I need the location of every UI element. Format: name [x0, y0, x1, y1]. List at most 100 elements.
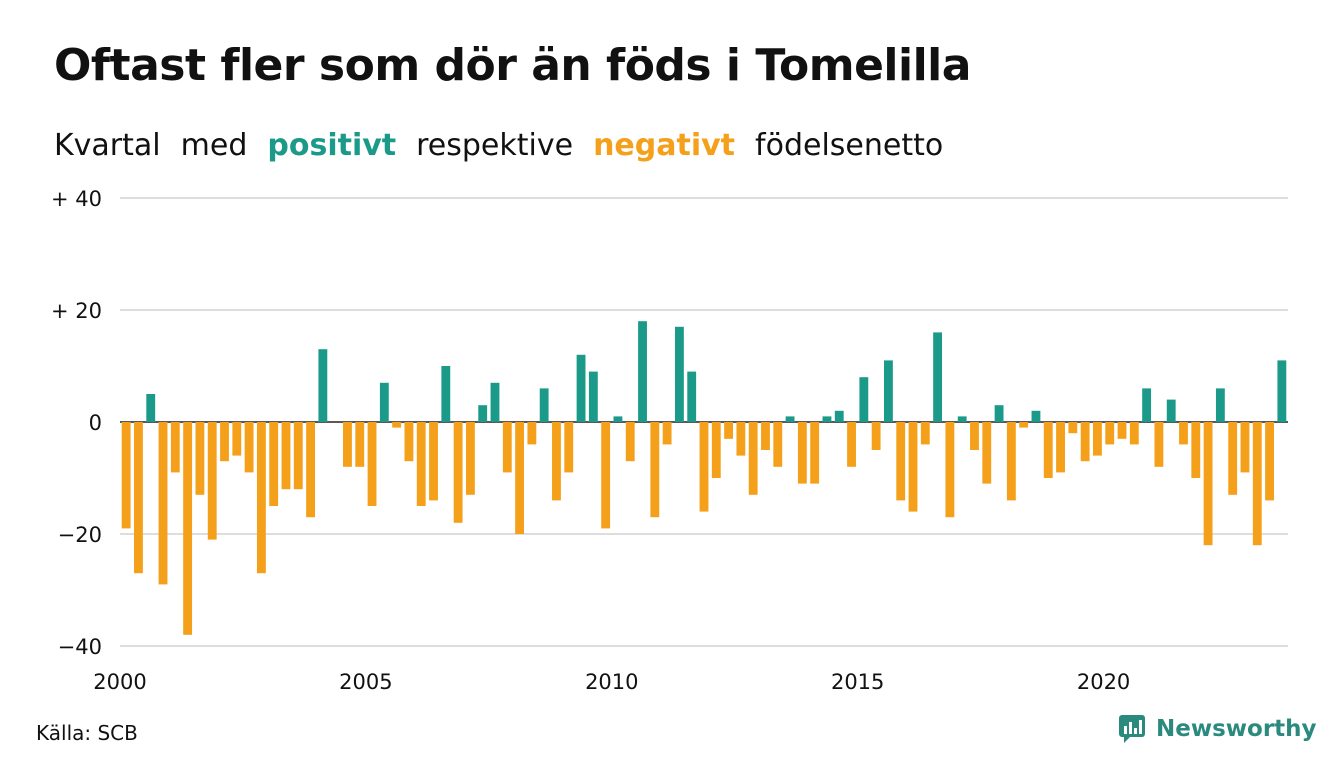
- bar: [711, 422, 721, 478]
- bar: [183, 422, 193, 635]
- bar: [908, 422, 918, 512]
- bar: [1203, 422, 1213, 546]
- bar: [761, 422, 770, 450]
- bar: [1093, 422, 1102, 456]
- y-tick-label: + 40: [51, 187, 102, 211]
- bar: [945, 422, 955, 518]
- bar: [601, 422, 611, 529]
- bar: [797, 422, 807, 484]
- bar: [883, 360, 893, 422]
- bar: [1252, 422, 1262, 546]
- bar: [834, 410, 844, 422]
- chart-title: Oftast fler som dör än föds i Tomelilla: [54, 40, 971, 91]
- bar: [625, 422, 635, 462]
- bar: [465, 422, 475, 495]
- bar: [269, 422, 279, 506]
- subtitle-word: Kvartal: [54, 128, 161, 163]
- bar: [564, 422, 574, 473]
- bar: [306, 422, 315, 518]
- bar: [748, 422, 758, 495]
- bar: [1105, 422, 1115, 445]
- bar: [736, 422, 746, 456]
- newsworthy-icon: [1119, 715, 1145, 743]
- bar: [847, 422, 856, 467]
- bar: [1019, 422, 1029, 428]
- y-tick-label: 0: [89, 411, 102, 435]
- subtitle-word: respektive: [416, 128, 574, 163]
- bar: [220, 422, 229, 462]
- bar: [355, 422, 365, 467]
- bar: [527, 422, 537, 445]
- bar: [281, 422, 291, 490]
- bar: [822, 416, 832, 422]
- bar: [662, 422, 672, 445]
- bar: [552, 422, 561, 501]
- bar: [244, 422, 254, 473]
- y-tick-label: + 20: [51, 299, 102, 323]
- bar: [785, 416, 795, 422]
- bar: [404, 422, 414, 462]
- bar: [158, 422, 168, 585]
- bar: [441, 366, 451, 422]
- bar: [994, 405, 1004, 422]
- bar: [1215, 388, 1225, 422]
- bar: [1117, 422, 1127, 439]
- bar: [121, 422, 131, 529]
- bar: [1240, 422, 1250, 473]
- bar: [638, 321, 647, 422]
- bar: [1056, 422, 1065, 473]
- bar: [1031, 410, 1041, 422]
- bar: [1154, 422, 1164, 467]
- brand-name: Newsworthy: [1156, 716, 1317, 742]
- brand-logo: Newsworthy: [1118, 714, 1317, 744]
- x-tick-label: 2020: [1077, 670, 1130, 694]
- bar: [724, 422, 734, 439]
- bar: [539, 388, 549, 422]
- x-tick-label: 2005: [339, 670, 392, 694]
- bar: [1265, 422, 1274, 501]
- bar: [1129, 422, 1139, 445]
- bar: [416, 422, 426, 506]
- bar: [576, 354, 586, 422]
- bar: [699, 422, 709, 512]
- bar-chart: + 40 + 20 0 −20 −40 2000 2005 2010 2015 2020: [51, 187, 1288, 694]
- bar: [232, 422, 242, 456]
- bar: [170, 422, 180, 473]
- bar: [1179, 422, 1188, 445]
- bar: [490, 382, 500, 422]
- bar: [933, 332, 943, 422]
- bar: [134, 422, 143, 574]
- x-tick-label: 2015: [831, 670, 884, 694]
- bar: [1191, 422, 1201, 478]
- bar: [343, 422, 352, 467]
- bar: [871, 422, 881, 450]
- bar: [1166, 399, 1176, 422]
- bar: [146, 394, 156, 422]
- bar: [318, 349, 328, 422]
- bar: [392, 422, 402, 428]
- bar: [982, 422, 992, 484]
- bar: [515, 422, 525, 534]
- y-tick-label: −20: [58, 523, 102, 547]
- bar: [256, 422, 266, 574]
- subtitle-word: med: [180, 128, 248, 163]
- bar: [293, 422, 303, 490]
- bar: [810, 422, 820, 484]
- bar: [674, 326, 684, 422]
- bar: [920, 422, 930, 445]
- bar: [1228, 422, 1238, 495]
- bar: [970, 422, 979, 450]
- subtitle-positive-label: positivt: [267, 128, 397, 163]
- source-note: Källa: SCB: [36, 721, 138, 745]
- bar: [207, 422, 217, 540]
- bar: [1068, 422, 1078, 434]
- bar: [859, 377, 869, 422]
- bar: [379, 382, 389, 422]
- bar: [1142, 388, 1152, 422]
- subtitle-negative-label: negativt: [593, 128, 736, 163]
- bar: [429, 422, 438, 501]
- bar: [650, 422, 660, 518]
- bar: [896, 422, 906, 501]
- bar: [613, 416, 623, 422]
- bar: [1277, 360, 1287, 422]
